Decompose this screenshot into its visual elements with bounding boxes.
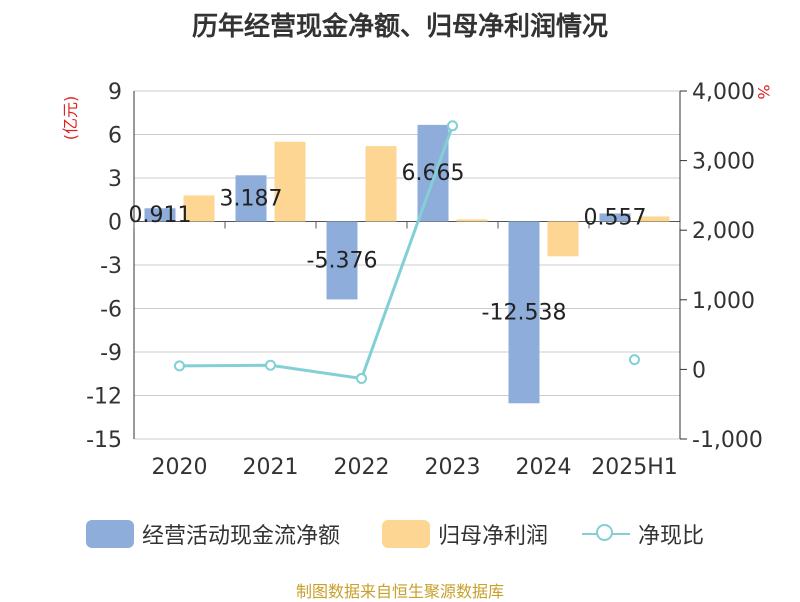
chart-title: 历年经营现金净额、归母净利润情况 xyxy=(191,12,608,42)
right-axis-title: % xyxy=(754,84,773,99)
left-tick-label: -9 xyxy=(100,341,122,366)
bar-cashflow xyxy=(235,175,267,222)
left-tick-label: 3 xyxy=(108,167,122,192)
point-cash-ratio xyxy=(174,360,185,372)
left-tick-label: -15 xyxy=(86,428,122,453)
point-cash-ratio xyxy=(629,354,640,366)
legend-swatch-cashflow xyxy=(86,520,134,548)
left-tick-label: -3 xyxy=(100,254,122,279)
point-cash-ratio xyxy=(356,372,367,384)
legend-label-net-profit: 归母净利润 xyxy=(438,524,549,549)
right-tick-label: 0 xyxy=(692,358,706,383)
bar-cashflow xyxy=(599,213,631,222)
data-label-cashflow: -5.376 xyxy=(307,248,378,273)
line-cash-ratio xyxy=(179,125,454,381)
x-tick-label: 2023 xyxy=(425,455,481,480)
right-tick-label: 2,000 xyxy=(692,219,755,244)
legend: 经营活动现金流净额 归母净利润 净现比 xyxy=(0,516,800,556)
left-tick-label: 0 xyxy=(108,211,122,236)
left-tick-label: -6 xyxy=(100,298,122,323)
bar-net-profit xyxy=(365,146,397,222)
bar-cashflow xyxy=(144,208,176,222)
right-tick-label: 1,000 xyxy=(692,289,755,314)
legend-marker-cash-ratio xyxy=(582,520,630,548)
x-tick-label: 2020 xyxy=(152,455,208,480)
x-tick-label: 2025H1 xyxy=(591,455,678,480)
bar-cashflow xyxy=(326,221,358,300)
left-axis-title: (亿元) xyxy=(61,96,80,141)
x-tick-label: 2021 xyxy=(243,455,299,480)
legend-swatch-net-profit xyxy=(382,520,430,548)
bar-net-profit xyxy=(547,221,579,257)
bar-net-profit xyxy=(456,219,488,222)
data-label-cashflow: 0.911 xyxy=(129,203,192,228)
point-cash-ratio xyxy=(447,120,458,132)
bar-cashflow xyxy=(508,221,540,404)
data-label-cashflow: 0.557 xyxy=(584,205,647,230)
source-note: 制图数据来自恒生聚源数据库 xyxy=(295,582,504,601)
legend-item-cash-ratio[interactable]: 净现比 xyxy=(582,516,704,552)
point-cash-ratio xyxy=(265,359,276,371)
bar-net-profit xyxy=(183,195,215,222)
legend-item-net-profit[interactable]: 归母净利润 xyxy=(382,516,548,552)
left-tick-label: 9 xyxy=(108,80,122,105)
legend-label-cashflow: 经营活动现金流净额 xyxy=(142,524,341,549)
x-tick-label: 2024 xyxy=(516,455,572,480)
legend-item-cashflow[interactable]: 经营活动现金流净额 xyxy=(86,516,340,552)
left-tick-label: -12 xyxy=(86,385,122,410)
right-tick-label: -1,000 xyxy=(692,428,763,453)
left-tick-label: 6 xyxy=(108,124,122,149)
bar-net-profit xyxy=(274,141,306,222)
legend-label-cash-ratio: 净现比 xyxy=(638,524,705,549)
data-label-cashflow: -12.538 xyxy=(482,300,567,325)
bar-net-profit xyxy=(638,216,670,222)
data-label-cashflow: 3.187 xyxy=(220,186,283,211)
right-tick-label: 4,000 xyxy=(692,80,755,105)
right-tick-label: 3,000 xyxy=(692,150,755,175)
x-tick-label: 2022 xyxy=(334,455,390,480)
